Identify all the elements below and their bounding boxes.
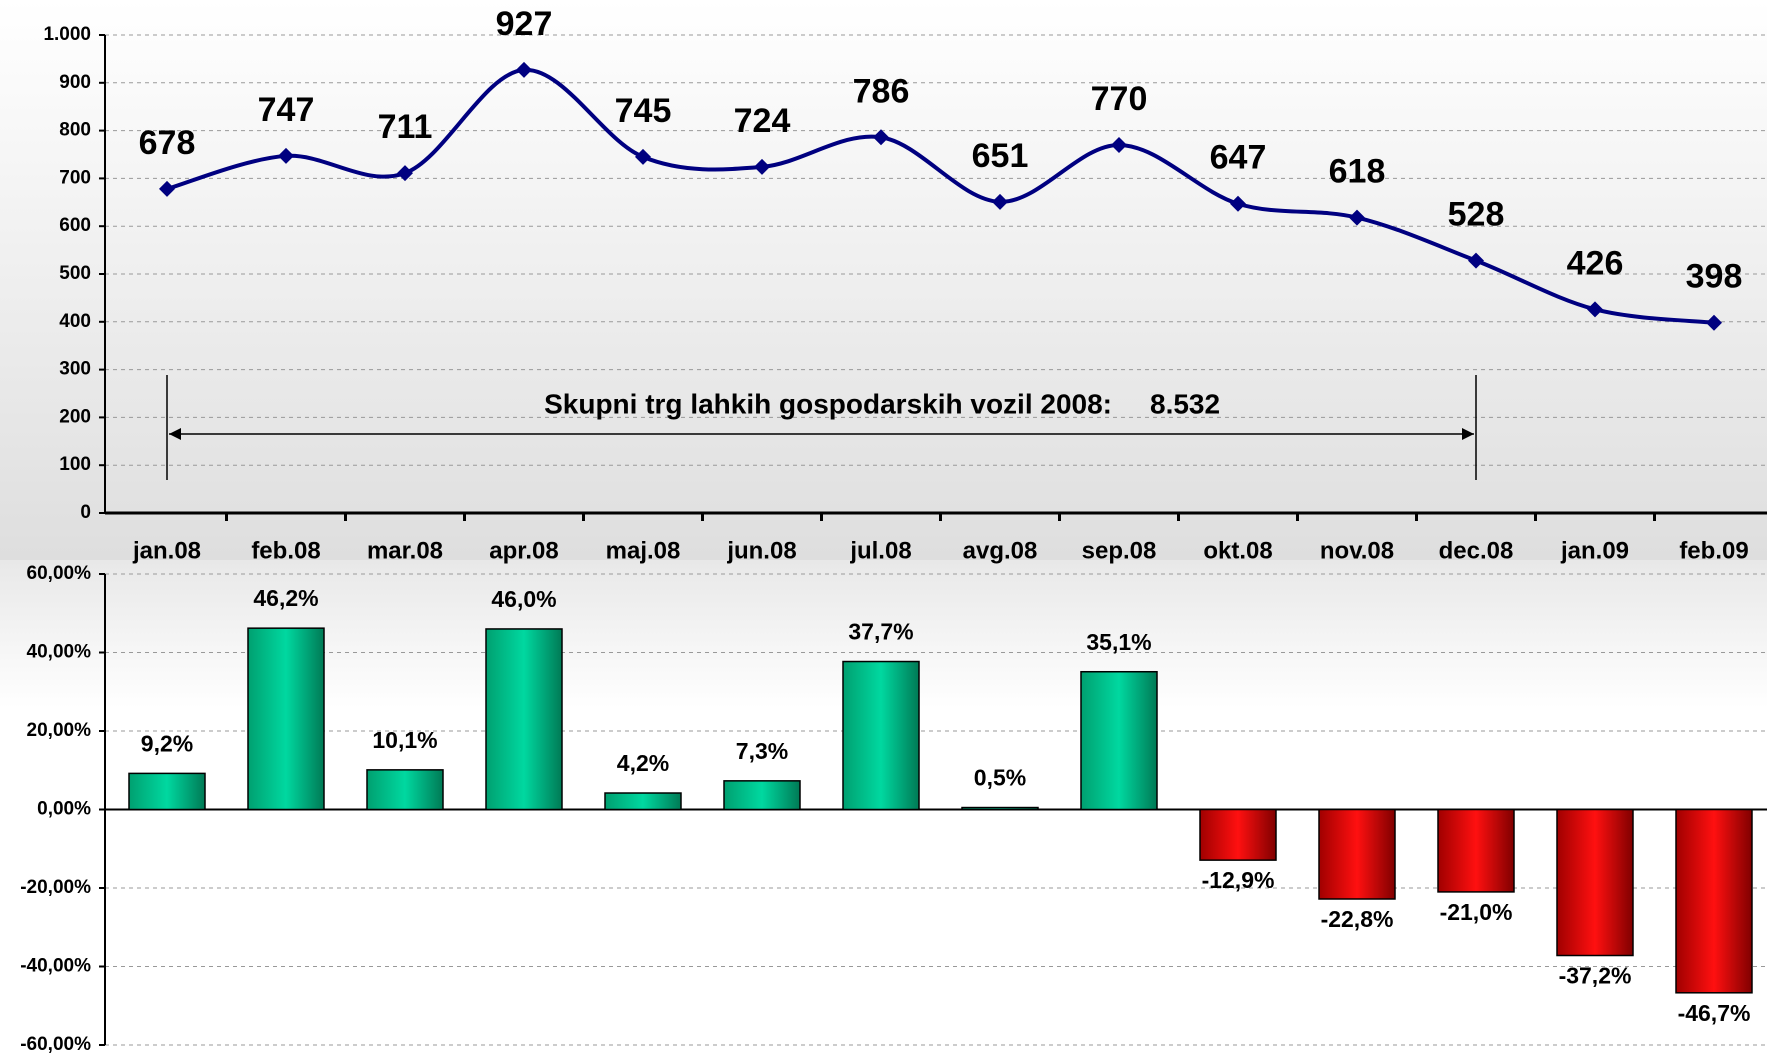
marker xyxy=(1706,314,1722,331)
data-label: 786 xyxy=(853,72,910,110)
x-tick-label: jul.08 xyxy=(849,537,911,564)
marker xyxy=(635,148,651,165)
bar xyxy=(128,772,206,811)
data-label: 37,7% xyxy=(848,619,913,645)
x-tick-label: maj.08 xyxy=(606,537,681,564)
data-label: 745 xyxy=(615,92,672,130)
y-tick-label: 0,00% xyxy=(37,799,91,820)
marker xyxy=(873,129,889,146)
x-tick-label: feb.09 xyxy=(1679,537,1748,564)
data-label: 528 xyxy=(1448,196,1505,234)
y-tick-label: 20,00% xyxy=(27,720,92,741)
data-label: 618 xyxy=(1329,153,1386,191)
marker xyxy=(159,180,175,197)
marker xyxy=(1111,136,1127,153)
bar xyxy=(961,806,1039,811)
x-tick-label: sep.08 xyxy=(1082,537,1157,564)
data-label: 398 xyxy=(1686,258,1743,296)
data-label: 7,3% xyxy=(736,738,788,764)
data-label: 46,0% xyxy=(491,586,556,612)
x-tick-label: jun.08 xyxy=(726,537,796,564)
bar xyxy=(1318,808,1396,900)
y-tick-label: 60,00% xyxy=(27,563,92,584)
y-tick-label: -60,00% xyxy=(20,1034,91,1055)
marker xyxy=(278,147,294,164)
annotation: Skupni trg lahkih gospodarskih vozil 200… xyxy=(544,388,1112,419)
bar xyxy=(723,780,801,811)
data-label: 927 xyxy=(496,5,553,43)
data-label: 4,2% xyxy=(617,750,669,776)
data-label: -37,2% xyxy=(1559,963,1632,989)
line xyxy=(166,67,1715,325)
marker xyxy=(397,165,413,182)
marker xyxy=(754,158,770,175)
y-tick-label: -40,00% xyxy=(20,956,91,977)
x-tick-label: jan.09 xyxy=(1560,537,1629,564)
bar xyxy=(1437,808,1515,893)
data-label: -46,7% xyxy=(1678,1000,1751,1026)
bar xyxy=(1199,808,1277,861)
data-label: 711 xyxy=(378,108,433,146)
bar xyxy=(604,792,682,811)
bar xyxy=(1675,808,1753,994)
y-tick-label: 1.000 xyxy=(43,24,91,45)
data-label: 678 xyxy=(139,124,196,162)
bar xyxy=(1556,808,1634,957)
y-tick-label: 300 xyxy=(59,359,91,380)
data-label: -22,8% xyxy=(1321,906,1394,932)
data-label: 651 xyxy=(972,137,1029,175)
y-tick-label: 100 xyxy=(59,454,91,475)
x-tick-label: jan.08 xyxy=(132,537,201,564)
marker xyxy=(516,61,532,78)
x-tick-label: okt.08 xyxy=(1203,537,1272,564)
data-label: -12,9% xyxy=(1202,867,1275,893)
bar xyxy=(842,660,920,811)
y-tick-label: 900 xyxy=(59,72,91,93)
data-label: -21,0% xyxy=(1440,899,1513,925)
data-label: 9,2% xyxy=(141,730,193,756)
bar xyxy=(366,769,444,811)
marker xyxy=(1230,195,1246,212)
data-label: 35,1% xyxy=(1086,629,1151,655)
x-tick-label: feb.08 xyxy=(251,537,320,564)
bar xyxy=(485,628,563,811)
data-label: 647 xyxy=(1210,139,1267,177)
top-background xyxy=(0,0,1767,560)
marker xyxy=(1468,252,1484,269)
x-tick-label: avg.08 xyxy=(963,537,1038,564)
y-tick-label: 500 xyxy=(59,263,91,284)
marker xyxy=(1349,209,1365,226)
x-tick-label: mar.08 xyxy=(367,537,443,564)
y-tick-label: 700 xyxy=(59,167,91,188)
y-tick-label: 0 xyxy=(80,502,91,523)
x-tick-label: nov.08 xyxy=(1320,537,1394,564)
data-label: 747 xyxy=(258,91,315,129)
marker xyxy=(992,193,1008,210)
x-tick-label: dec.08 xyxy=(1439,537,1514,564)
y-tick-label: 600 xyxy=(59,215,91,236)
annotation-value: 8.532 xyxy=(1150,388,1220,419)
data-label: 46,2% xyxy=(253,585,318,611)
data-label: 0,5% xyxy=(974,765,1026,791)
bar xyxy=(1080,670,1158,811)
y-tick-label: -20,00% xyxy=(20,877,91,898)
bar xyxy=(247,627,325,811)
data-label: 770 xyxy=(1091,80,1148,118)
data-label: 10,1% xyxy=(372,727,437,753)
y-tick-label: 400 xyxy=(59,311,91,332)
x-tick-label: apr.08 xyxy=(489,537,558,564)
y-tick-label: 800 xyxy=(59,120,91,141)
marker xyxy=(1587,301,1603,318)
y-tick-label: 200 xyxy=(59,406,91,427)
data-label: 724 xyxy=(734,102,791,140)
data-label: 426 xyxy=(1567,244,1624,282)
y-tick-label: 40,00% xyxy=(27,642,92,663)
